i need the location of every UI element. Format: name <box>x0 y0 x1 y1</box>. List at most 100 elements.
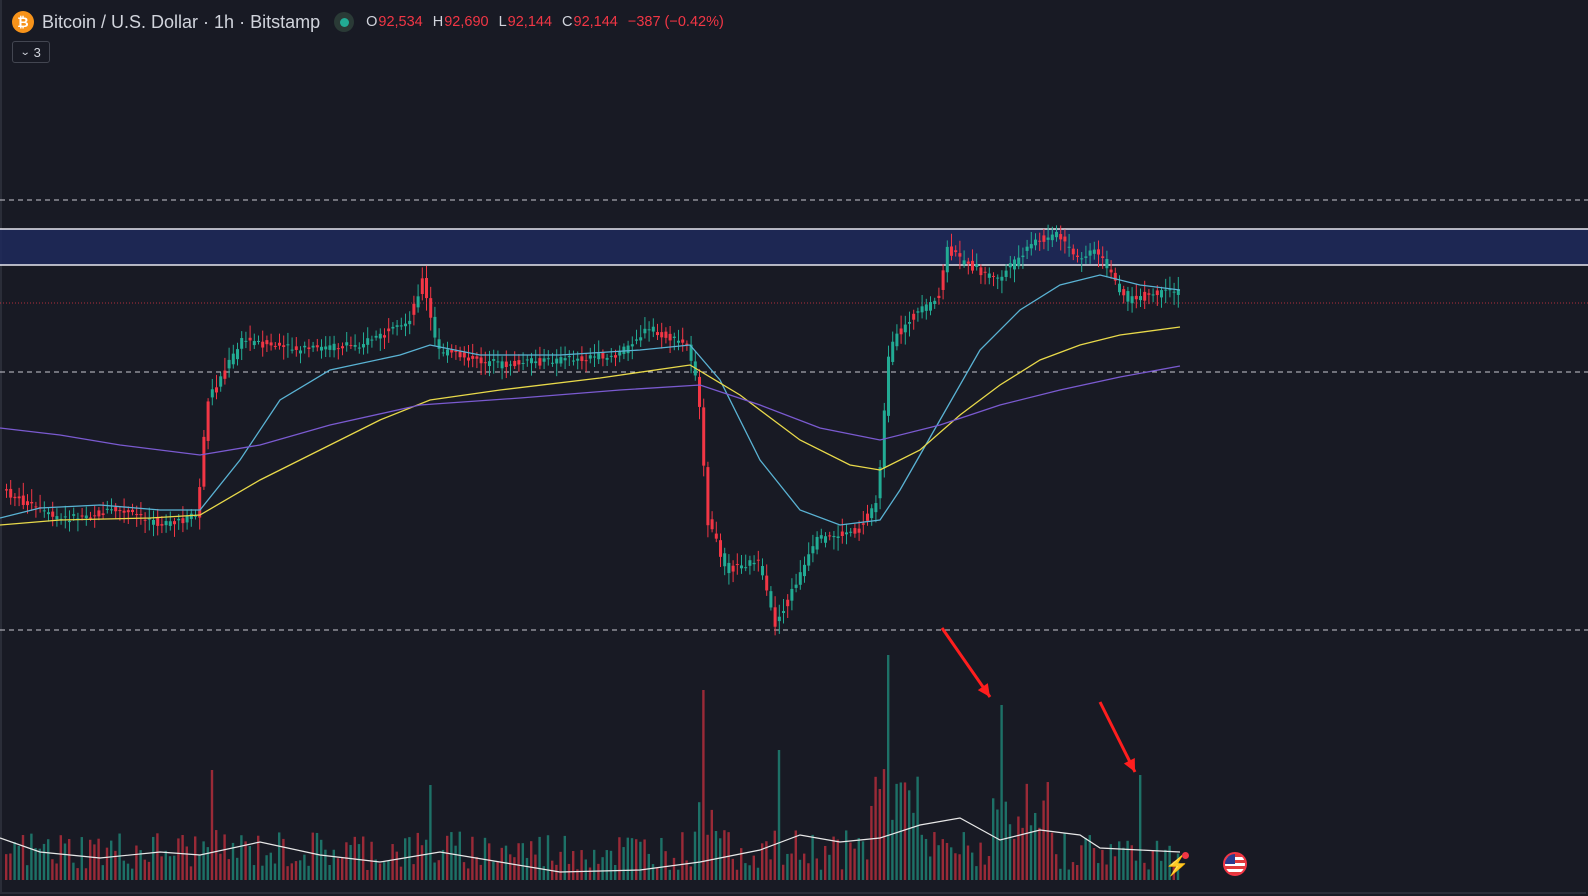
symbol-title[interactable]: Bitcoin / U.S. Dollar · 1h · Bitstamp <box>42 11 321 32</box>
volume-bar <box>210 770 214 880</box>
volume-bar <box>467 868 470 880</box>
candle-body <box>1004 270 1008 277</box>
volume-bar <box>853 848 856 880</box>
candle-body <box>924 304 928 311</box>
candle-body <box>777 616 781 622</box>
volume-bar <box>1084 837 1087 880</box>
candlesticks <box>5 224 1180 636</box>
candle-body <box>1097 249 1100 255</box>
volume-bar <box>1134 860 1138 880</box>
volume-bar <box>21 835 25 880</box>
candle-body <box>723 553 727 567</box>
volume-bar <box>194 836 197 880</box>
close-label: C <box>562 14 573 30</box>
ai-assistant-icon[interactable]: ⚡ <box>1162 851 1192 879</box>
volume-bar <box>114 850 117 880</box>
candle-body <box>1025 246 1029 251</box>
volume-bar <box>941 839 944 880</box>
resistance-zone <box>0 229 1588 265</box>
volume-bar <box>962 832 965 880</box>
volume-bar <box>530 841 533 880</box>
candle-body <box>861 523 865 525</box>
volume-bar <box>576 869 579 880</box>
volume-bar <box>790 853 793 880</box>
candle-body <box>551 362 554 364</box>
candle-body <box>500 361 504 369</box>
candle-body <box>815 536 819 550</box>
candle-body <box>1071 248 1075 255</box>
change-value: −387 (−0.42%) <box>627 14 724 30</box>
volume-bar <box>206 847 209 880</box>
candle-body <box>1038 240 1042 242</box>
market-status-icon[interactable] <box>334 12 355 32</box>
volume-bar <box>735 869 739 880</box>
volume-bar <box>139 850 142 880</box>
candle-body <box>966 261 970 264</box>
candle-body <box>21 495 25 505</box>
volume-bar <box>1063 833 1066 880</box>
candle-body <box>416 296 420 308</box>
volume-bar <box>399 866 403 880</box>
volume-bar <box>740 848 743 880</box>
volume-bar <box>391 844 394 880</box>
candle-body <box>303 345 307 348</box>
candle-body <box>5 489 8 491</box>
volume-bar <box>34 848 37 880</box>
candle-body <box>534 361 538 364</box>
volume-bar <box>731 858 734 880</box>
candle-body <box>933 300 937 304</box>
candle-body <box>584 360 588 362</box>
bitcoin-icon: ₿ <box>12 11 34 33</box>
volume-bar <box>702 690 705 880</box>
candle-body <box>530 358 533 364</box>
volume-bar <box>983 864 986 880</box>
volume-bar <box>643 839 646 880</box>
volume-bar <box>706 834 709 880</box>
candle-body <box>836 536 840 538</box>
volume-bar <box>546 835 550 880</box>
us-flag-icon[interactable] <box>1223 852 1247 876</box>
candle-body <box>698 376 701 407</box>
volume-bar <box>122 860 125 880</box>
candle-body <box>714 533 718 539</box>
candle-body <box>492 359 496 361</box>
candle-body <box>1017 257 1021 267</box>
indicators-toggle-button[interactable]: ⌄ 3 <box>12 41 50 63</box>
candle-body <box>790 588 794 601</box>
volume-bar <box>437 860 440 880</box>
volume-bar <box>903 782 907 880</box>
volume-bar <box>647 853 650 880</box>
volume-bar <box>450 832 453 880</box>
candle-body <box>324 346 328 350</box>
volume-bar <box>366 869 369 880</box>
candle-body <box>219 376 223 387</box>
candle-body <box>1042 235 1046 242</box>
candle-body <box>404 323 407 327</box>
candle-body <box>1080 258 1084 260</box>
candle-body <box>80 515 84 517</box>
candle-body <box>950 246 953 256</box>
volume-bar <box>59 835 62 880</box>
candle-body <box>1172 291 1176 293</box>
arrow-shaft <box>1098 701 1137 773</box>
candle-body <box>282 345 286 347</box>
candle-body <box>727 562 731 574</box>
candle-body <box>1008 263 1012 268</box>
candle-body <box>828 535 832 537</box>
volume-bar <box>840 869 844 880</box>
candle-body <box>328 345 332 350</box>
candle-body <box>454 350 458 352</box>
close-value: 92,144 <box>573 14 618 30</box>
volume-bar <box>1122 847 1125 880</box>
candle-body <box>105 508 109 510</box>
candle-body <box>588 355 592 359</box>
candle-body <box>1029 244 1033 249</box>
volume-bar <box>315 832 319 880</box>
volume-bar <box>357 844 361 880</box>
volume-bar <box>181 835 184 880</box>
volume-bar <box>685 860 688 880</box>
volume-bar <box>261 865 264 880</box>
volume-bar <box>916 776 919 880</box>
volume-bar <box>441 849 445 880</box>
